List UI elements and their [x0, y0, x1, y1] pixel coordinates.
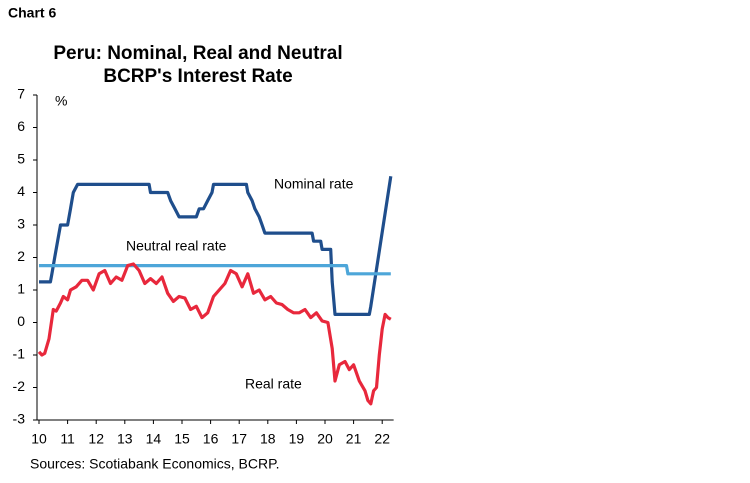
series-line	[39, 264, 391, 276]
y-tick-label: 1	[17, 281, 25, 297]
x-tick-label: 22	[374, 431, 390, 447]
chart-label: Chart 6	[8, 5, 56, 21]
x-tick-label: 13	[117, 431, 133, 447]
y-tick-label: 6	[17, 118, 25, 134]
x-tick-label: 16	[203, 431, 219, 447]
y-tick-label: -2	[13, 378, 26, 394]
x-tick-label: 18	[260, 431, 276, 447]
y-tick-label: 4	[17, 183, 25, 199]
series-line	[39, 176, 393, 316]
x-tick-label: 15	[174, 431, 190, 447]
y-axis-label: %	[55, 93, 67, 109]
y-tick-label: 5	[17, 151, 25, 167]
chart-title: BCRP's Interest Rate	[103, 66, 292, 87]
x-tick-label: 10	[31, 431, 47, 447]
source: Sources: Scotiabank Economics, BCRP.	[30, 456, 280, 472]
x-tick-label: 12	[88, 431, 104, 447]
series-label: Real rate	[245, 376, 302, 392]
x-tick-label: 21	[346, 431, 362, 447]
series-label: Neutral real rate	[126, 238, 227, 254]
y-tick-label: 2	[17, 248, 25, 264]
y-tick-label: -1	[13, 346, 26, 362]
chart-title: Peru: Nominal, Real and Neutral	[53, 43, 342, 64]
x-tick-label: 20	[317, 431, 333, 447]
x-tick-label: 11	[60, 431, 75, 447]
y-tick-label: 0	[17, 313, 25, 329]
y-tick-label: -3	[13, 411, 26, 427]
x-tick-label: 17	[231, 431, 247, 447]
y-tick-label: 3	[17, 216, 25, 232]
series-label: Nominal rate	[274, 176, 354, 192]
x-tick-label: 14	[146, 431, 162, 447]
x-tick-label: 19	[289, 431, 305, 447]
series-line	[37, 262, 392, 406]
y-tick-label: 7	[17, 86, 25, 102]
